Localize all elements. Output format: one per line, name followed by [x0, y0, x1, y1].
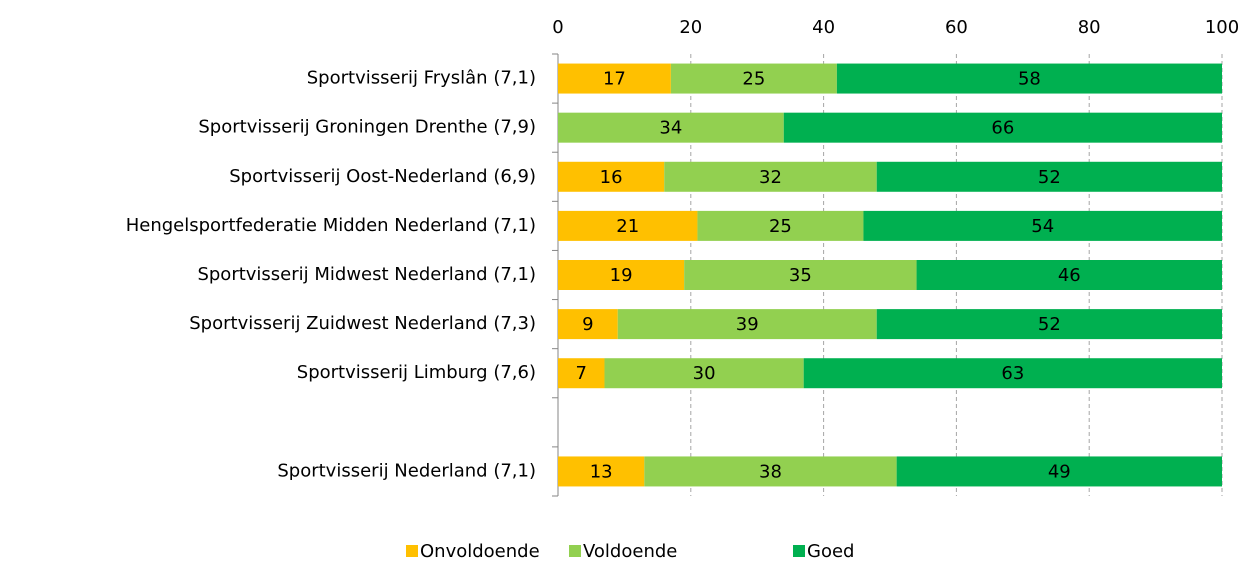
bar-segment — [876, 309, 1222, 340]
data-label: 16 — [600, 167, 623, 188]
data-label: 32 — [759, 167, 782, 188]
data-label: 13 — [590, 461, 613, 482]
data-label: 58 — [1018, 69, 1041, 90]
bar-segment — [558, 63, 671, 94]
bar-segment — [783, 112, 1222, 143]
data-label: 38 — [759, 461, 782, 482]
bar-segment — [558, 161, 665, 192]
x-tick-label: 40 — [812, 17, 835, 38]
bar-segment — [558, 456, 645, 487]
bar-segment — [558, 309, 618, 340]
legend-label: Onvoldoende — [420, 541, 540, 562]
bar-segment — [863, 210, 1222, 241]
bar-segment — [896, 456, 1222, 487]
data-label: 63 — [1001, 363, 1024, 384]
bar-segment — [670, 63, 837, 94]
data-label: 54 — [1031, 216, 1054, 237]
y-tick-label: Sportvisserij Nederland (7,1) — [277, 460, 536, 481]
data-label: 25 — [742, 69, 765, 90]
data-label: 7 — [576, 363, 587, 384]
data-label: 9 — [582, 314, 593, 335]
x-tick-label: 100 — [1205, 17, 1239, 38]
data-label: 21 — [616, 216, 639, 237]
bar-segment — [803, 358, 1222, 389]
y-tick-label: Sportvisserij Limburg (7,6) — [297, 362, 536, 383]
legend-label: Voldoende — [583, 541, 677, 562]
x-tick-label: 0 — [552, 17, 563, 38]
bar-segment — [617, 309, 877, 340]
legend-label: Goed — [807, 541, 854, 562]
bar-segment — [558, 210, 698, 241]
y-tick-label: Sportvisserij Fryslân (7,1) — [307, 68, 536, 89]
bar-segment — [916, 260, 1222, 290]
y-tick-label: Sportvisserij Groningen Drenthe (7,9) — [198, 117, 536, 138]
y-tick-label: Hengelsportfederatie Midden Nederland (7… — [126, 215, 536, 236]
x-tick-label: 60 — [945, 17, 968, 38]
bar-segment — [604, 358, 804, 389]
bar-segment — [697, 210, 864, 241]
bar-segment — [836, 63, 1222, 94]
data-label: 35 — [789, 265, 812, 286]
x-tick-label: 20 — [679, 17, 702, 38]
data-label: 30 — [693, 363, 716, 384]
bar-segment — [558, 112, 784, 143]
legend-swatch — [569, 545, 581, 557]
bar-segment — [558, 358, 605, 389]
bar-segment — [684, 260, 917, 290]
data-label: 17 — [603, 69, 626, 90]
data-label: 39 — [736, 314, 759, 335]
y-tick-label: Sportvisserij Midwest Nederland (7,1) — [197, 264, 536, 285]
bar-segment — [876, 161, 1222, 192]
legend-swatch — [406, 545, 418, 557]
legend-swatch — [793, 545, 805, 557]
y-tick-label: Sportvisserij Oost-Nederland (6,9) — [229, 166, 536, 187]
data-label: 46 — [1058, 265, 1081, 286]
y-tick-label: Sportvisserij Zuidwest Nederland (7,3) — [189, 313, 536, 334]
bar-segment — [664, 161, 877, 192]
x-tick-label: 80 — [1078, 17, 1101, 38]
data-label: 25 — [769, 216, 792, 237]
data-label: 49 — [1048, 461, 1071, 482]
data-label: 34 — [659, 118, 682, 139]
data-label: 66 — [991, 118, 1014, 139]
data-label: 52 — [1038, 314, 1061, 335]
data-label: 19 — [610, 265, 633, 286]
bar-segment — [644, 456, 897, 487]
data-label: 52 — [1038, 167, 1061, 188]
bar-segment — [558, 260, 685, 290]
